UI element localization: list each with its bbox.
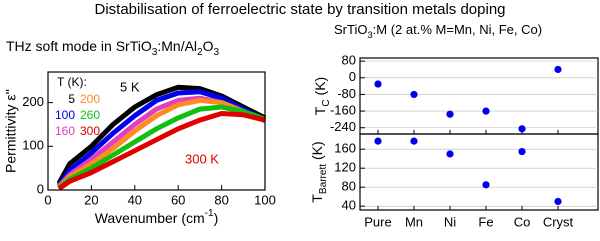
chart-title-part: O	[203, 38, 214, 54]
x-tick-label: Cryst	[543, 214, 574, 229]
y-tick-label: 120	[334, 160, 356, 175]
y-axis-label: Permittivity ε''	[3, 89, 19, 173]
legend-label: 5	[68, 92, 75, 106]
data-point	[410, 90, 418, 99]
x-tick-label: 0	[44, 192, 51, 207]
data-point	[482, 107, 490, 115]
y-axis-label: TBarrett (K)	[309, 141, 329, 202]
y-tick-label: 160	[334, 141, 356, 156]
x-axis-label-part: Wavenumber (cm	[95, 210, 205, 226]
legend-label: 100	[55, 108, 75, 122]
plot-frame	[359, 57, 599, 135]
x-tick-label: 60	[171, 192, 185, 207]
x-tick-label: Co	[514, 214, 531, 229]
y-tick-label: 0	[37, 181, 44, 196]
data-line	[57, 104, 266, 190]
plot-frame	[47, 71, 266, 191]
y-axis-label-part: T	[309, 194, 325, 203]
data-line	[56, 89, 267, 188]
data-point	[554, 197, 562, 206]
y-axis-label-part: Barrett	[318, 164, 329, 194]
annotation: 300 K	[185, 151, 219, 166]
x-tick-label: 40	[128, 192, 142, 207]
data-point	[554, 65, 562, 74]
x-axis-label-part: -1	[205, 208, 214, 219]
legend-label: 200	[80, 92, 100, 106]
y-axis-label-part: (K)	[312, 77, 328, 100]
y-tick-label: -80	[337, 86, 356, 101]
chart-title-part: 2	[197, 47, 203, 58]
legend-label: 300	[80, 124, 100, 138]
chart-title: THz soft mode in SrTiO3:Mn/Al2O3	[6, 38, 220, 58]
chart-title-part: 3	[214, 47, 220, 58]
data-point	[446, 110, 454, 118]
chart-title-part: 3	[367, 30, 372, 40]
x-tick-label: 100	[254, 192, 276, 207]
chart-title-part: :M (2 at.% M=Mn, Ni, Fe, Co)	[373, 22, 542, 37]
x-tick-label: 80	[214, 192, 228, 207]
y-tick-label: 100	[22, 138, 44, 153]
x-tick-label: Pure	[364, 214, 391, 229]
y-tick-label: -160	[330, 103, 356, 118]
y-axis-label: TC (K)	[312, 77, 332, 115]
data-point	[446, 150, 454, 158]
chart-title: SrTiO3:M (2 at.% M=Mn, Ni, Fe, Co)	[334, 22, 542, 40]
chart-title-part: :Mn/Al	[157, 38, 197, 54]
data-point	[518, 125, 526, 133]
y-axis-label-part: (K)	[309, 141, 325, 164]
y-axis-label-part: C	[321, 99, 332, 106]
x-tick-label: Fe	[478, 214, 493, 229]
legend-label: 160	[55, 124, 75, 138]
y-tick-label: -240	[330, 119, 356, 134]
legend-title: T (K):	[57, 75, 87, 89]
x-tick-label: Ni	[444, 214, 456, 229]
x-axis-label: Wavenumber (cm-1)	[95, 208, 219, 226]
data-point	[374, 80, 382, 88]
y-tick-label: 200	[22, 94, 44, 109]
x-axis-label-part: )	[214, 210, 219, 226]
data-point	[374, 137, 382, 145]
chart-title-part: 3	[152, 47, 158, 58]
data-line	[57, 111, 266, 191]
annotation: 5 K	[120, 79, 140, 94]
data-point	[482, 181, 490, 189]
x-tick-label: Mn	[405, 214, 423, 229]
data-line	[57, 97, 267, 190]
y-axis-label-part: T	[312, 106, 328, 115]
data-point	[410, 137, 418, 145]
chart-title-part: THz soft mode in SrTiO	[6, 38, 152, 54]
x-tick-label: 20	[84, 192, 98, 207]
y-tick-label: 80	[342, 179, 356, 194]
data-point	[518, 147, 526, 156]
legend-label: 260	[80, 108, 100, 122]
y-tick-label: 80	[342, 53, 356, 68]
plot-frame	[359, 133, 599, 211]
y-tick-label: 0	[349, 69, 356, 84]
chart-title-part: SrTiO	[334, 22, 367, 37]
figure-title: Distabilisation of ferroelectric state b…	[94, 1, 505, 18]
y-tick-label: 40	[342, 198, 356, 213]
